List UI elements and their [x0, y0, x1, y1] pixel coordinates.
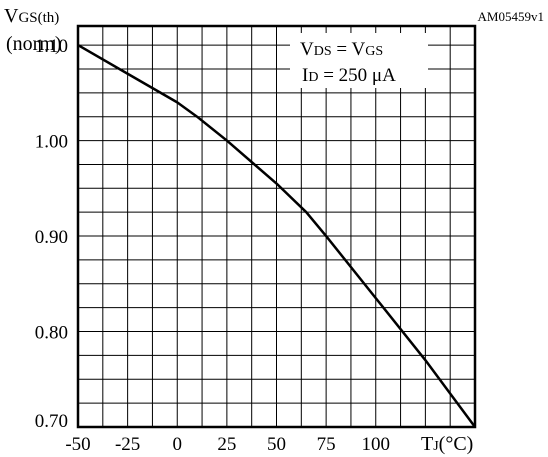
x-axis-title-unit: (°C) [439, 433, 474, 455]
figure-id: AM05459v1 [478, 9, 544, 24]
x-tick-label: 75 [317, 434, 336, 455]
x-tick-label: -50 [65, 434, 90, 455]
y-axis-title-sub: GS(th) [18, 10, 59, 26]
annotation-box [290, 33, 428, 88]
x-axis-title-main: T [421, 433, 433, 455]
y-tick-label: 1.00 [35, 132, 68, 153]
annotation-id-eq: = 250 μA [318, 65, 396, 86]
x-axis-title: TJ(°C) [421, 433, 473, 455]
annotation-vds-eq: = [332, 39, 352, 60]
x-tick-label: -25 [115, 434, 140, 455]
x-tick-label: 100 [362, 434, 391, 455]
y-axis-title: VGS(th) [4, 5, 59, 27]
series-layer [77, 44, 477, 428]
annotation-vds-sub: DS [314, 44, 332, 59]
x-tick-labels: -50 -25 0 25 50 75 100 [65, 434, 390, 455]
y-axis-title-main: V [4, 5, 19, 27]
y-tick-label: 0.70 [35, 411, 68, 432]
x-axis-title-sub: J [433, 439, 439, 454]
annotation-vds-sub2: GS [365, 44, 383, 59]
x-tick-label: 50 [267, 434, 286, 455]
plot-frame [76, 24, 477, 429]
x-tick-label: 0 [173, 434, 183, 455]
x-tick-label: 25 [217, 434, 236, 455]
annotation-id-sub: D [308, 70, 318, 85]
y-axis-unit: (norm) [6, 33, 62, 55]
annotation-vds-main: V [300, 39, 314, 60]
annotation-vds: VDS = VGS [300, 39, 383, 60]
y-tick-label: 0.80 [35, 323, 68, 344]
series-line [77, 44, 477, 428]
y-tick-labels: 0.70 0.80 0.90 1.00 1.10 [35, 36, 68, 432]
y-tick-label: 0.90 [35, 227, 68, 248]
y-tick-label: 1.10 [35, 36, 68, 57]
annotation-id: ID = 250 μA [302, 65, 396, 86]
annotation-vds-main2: V [352, 39, 366, 60]
annotation-id-main: I [302, 65, 308, 86]
